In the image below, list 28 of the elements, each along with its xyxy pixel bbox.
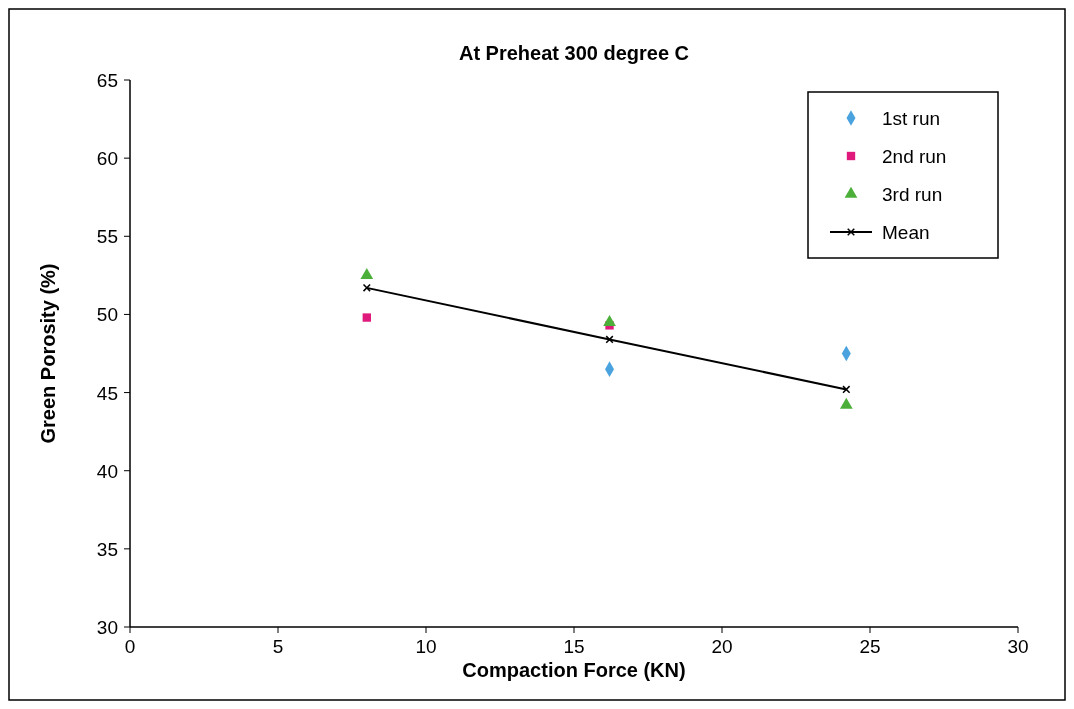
y-tick-label: 30	[96, 617, 118, 638]
legend-label: Mean	[882, 222, 930, 243]
point	[605, 335, 614, 344]
legend-label: 2nd run	[882, 146, 947, 167]
y-tick-label: 35	[96, 538, 118, 560]
x-tick-label: 30	[1007, 636, 1029, 657]
point	[362, 283, 371, 292]
y-tick-label: 50	[96, 304, 118, 326]
point	[362, 313, 371, 322]
y-tick-label: 55	[96, 226, 118, 248]
y-tick-label: 65	[96, 70, 118, 91]
y-tick-label: 40	[96, 460, 118, 482]
x-tick-label: 10	[415, 636, 437, 657]
chart-title: At Preheat 300 degree C	[458, 42, 690, 64]
point	[603, 314, 616, 326]
x-tick-label: 20	[711, 636, 733, 657]
y-tick-label: 45	[96, 382, 118, 404]
x-tick-label: 15	[563, 636, 585, 657]
y-tick-label: 60	[96, 148, 118, 170]
point	[360, 268, 374, 280]
x-tick-label: 0	[124, 636, 136, 657]
legend-label: 1st run	[882, 108, 941, 129]
point	[842, 385, 851, 394]
x-axis-title: Compaction Force (KN)	[462, 659, 686, 681]
legend-label: 3rd run	[882, 184, 943, 205]
x-tick-label: 5	[272, 636, 284, 657]
y-axis-title: Green Porosity (%)	[37, 263, 59, 444]
x-tick-label: 25	[859, 636, 881, 657]
